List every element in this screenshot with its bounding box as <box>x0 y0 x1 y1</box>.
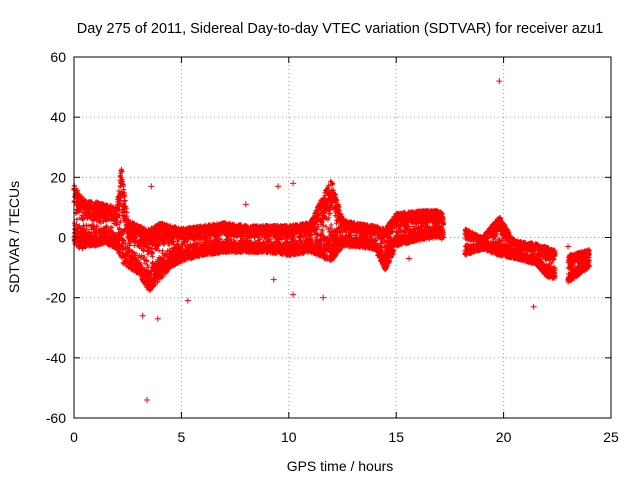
outlier-point <box>148 183 155 190</box>
x-tick-label: 25 <box>603 429 619 445</box>
outlier-point <box>565 243 572 250</box>
y-tick-label: 40 <box>50 109 66 125</box>
outlier-point <box>290 291 297 298</box>
outlier-point <box>320 294 327 301</box>
y-tick-label: -60 <box>46 410 66 426</box>
outlier-point <box>139 312 146 319</box>
y-tick-label: -40 <box>46 350 66 366</box>
y-tick-label: 60 <box>50 49 66 65</box>
outlier-point <box>144 396 151 403</box>
axis-ticks: 0 5 10 15 20 25 -60 -40 -20 0 20 40 60 <box>46 49 619 445</box>
y-tick-label: 20 <box>50 169 66 185</box>
outlier-point <box>290 180 297 187</box>
outlier-point <box>270 276 277 283</box>
outlier-point <box>275 183 282 190</box>
x-tick-label: 0 <box>70 429 78 445</box>
outlier-point <box>406 255 413 262</box>
x-tick-label: 10 <box>281 429 297 445</box>
x-axis-label: GPS time / hours <box>287 458 394 474</box>
chart-title: Day 275 of 2011, Sidereal Day-to-day VTE… <box>77 21 604 37</box>
outlier-point <box>530 303 537 310</box>
outlier-point <box>154 315 161 322</box>
x-tick-label: 15 <box>388 429 404 445</box>
x-tick-label: 20 <box>496 429 512 445</box>
outlier-point <box>496 78 503 85</box>
y-axis-label: SDTVAR / TECUs <box>6 181 22 293</box>
y-tick-label: -20 <box>46 290 66 306</box>
outlier-point <box>184 297 191 304</box>
y-tick-label: 0 <box>58 230 66 246</box>
x-tick-label: 5 <box>178 429 186 445</box>
outlier-point <box>242 201 249 208</box>
